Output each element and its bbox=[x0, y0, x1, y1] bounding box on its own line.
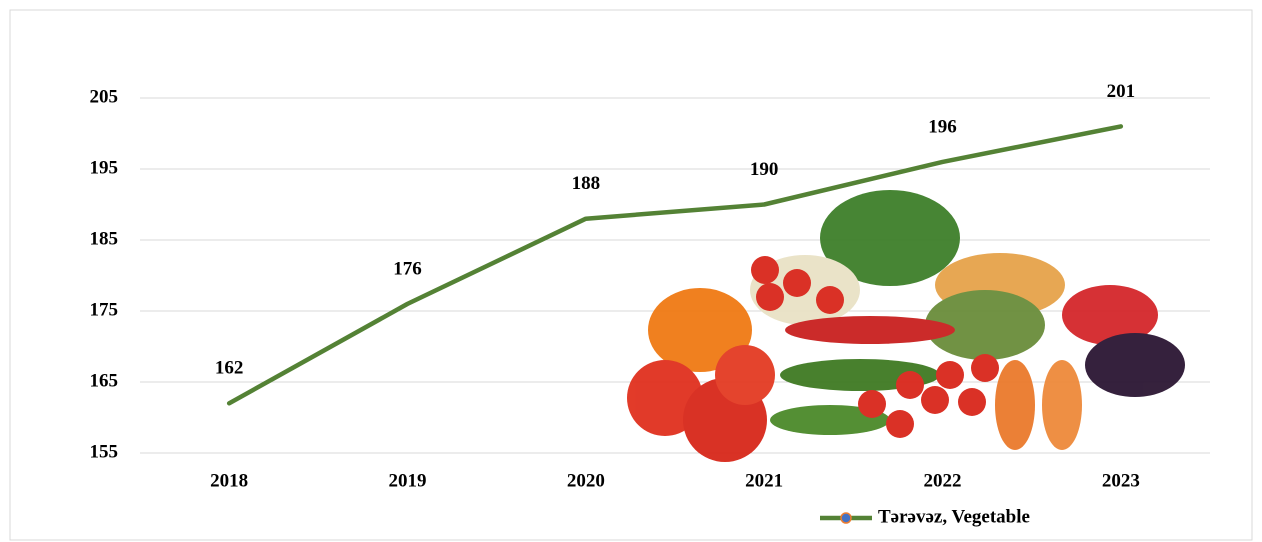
x-tick-label: 2019 bbox=[389, 470, 427, 491]
cherry-tomato bbox=[921, 386, 949, 414]
carrot bbox=[1042, 360, 1082, 450]
eggplant bbox=[1085, 333, 1185, 397]
cabbage bbox=[925, 290, 1045, 360]
cherry-tomato bbox=[886, 410, 914, 438]
broccoli bbox=[820, 190, 960, 286]
pepper-red bbox=[1062, 285, 1158, 345]
data-label: 190 bbox=[750, 159, 779, 180]
cherry-tomato bbox=[958, 388, 986, 416]
y-tick-label: 185 bbox=[90, 228, 119, 249]
y-tick-label: 195 bbox=[90, 157, 119, 178]
cherry-tomato bbox=[816, 286, 844, 314]
x-tick-label: 2022 bbox=[924, 470, 962, 491]
data-label: 162 bbox=[215, 358, 244, 379]
vegetable-illustration bbox=[627, 190, 1185, 462]
data-label: 196 bbox=[928, 116, 957, 137]
cherry-tomato bbox=[751, 256, 779, 284]
cherry-tomato bbox=[783, 269, 811, 297]
cherry-tomato bbox=[756, 283, 784, 311]
cucumber bbox=[770, 405, 890, 435]
y-tick-label: 165 bbox=[90, 370, 119, 391]
chili bbox=[785, 316, 955, 344]
tomato bbox=[715, 345, 775, 405]
legend-marker bbox=[840, 512, 852, 524]
chart-border bbox=[9, 9, 1253, 541]
pepper-orange bbox=[648, 288, 752, 372]
cherry-tomato bbox=[936, 361, 964, 389]
line bbox=[226, 124, 1124, 406]
data-label: 176 bbox=[393, 258, 422, 279]
y-tick-label: 155 bbox=[90, 441, 119, 462]
cherry-tomato bbox=[858, 390, 886, 418]
x-tick-label: 2020 bbox=[567, 470, 605, 491]
y-tick-label: 175 bbox=[90, 299, 119, 320]
x-tick-label: 2023 bbox=[1102, 470, 1140, 491]
y-tick-label: 205 bbox=[90, 86, 119, 107]
data-label: 201 bbox=[1107, 81, 1136, 102]
carrot bbox=[995, 360, 1035, 450]
x-tick-label: 2021 bbox=[745, 470, 783, 491]
cherry-tomato bbox=[896, 371, 924, 399]
data-label: 188 bbox=[572, 173, 601, 194]
legend-label: Tərəvəz, Vegetable bbox=[878, 506, 1030, 527]
x-tick-label: 2018 bbox=[210, 470, 248, 491]
cherry-tomato bbox=[971, 354, 999, 382]
